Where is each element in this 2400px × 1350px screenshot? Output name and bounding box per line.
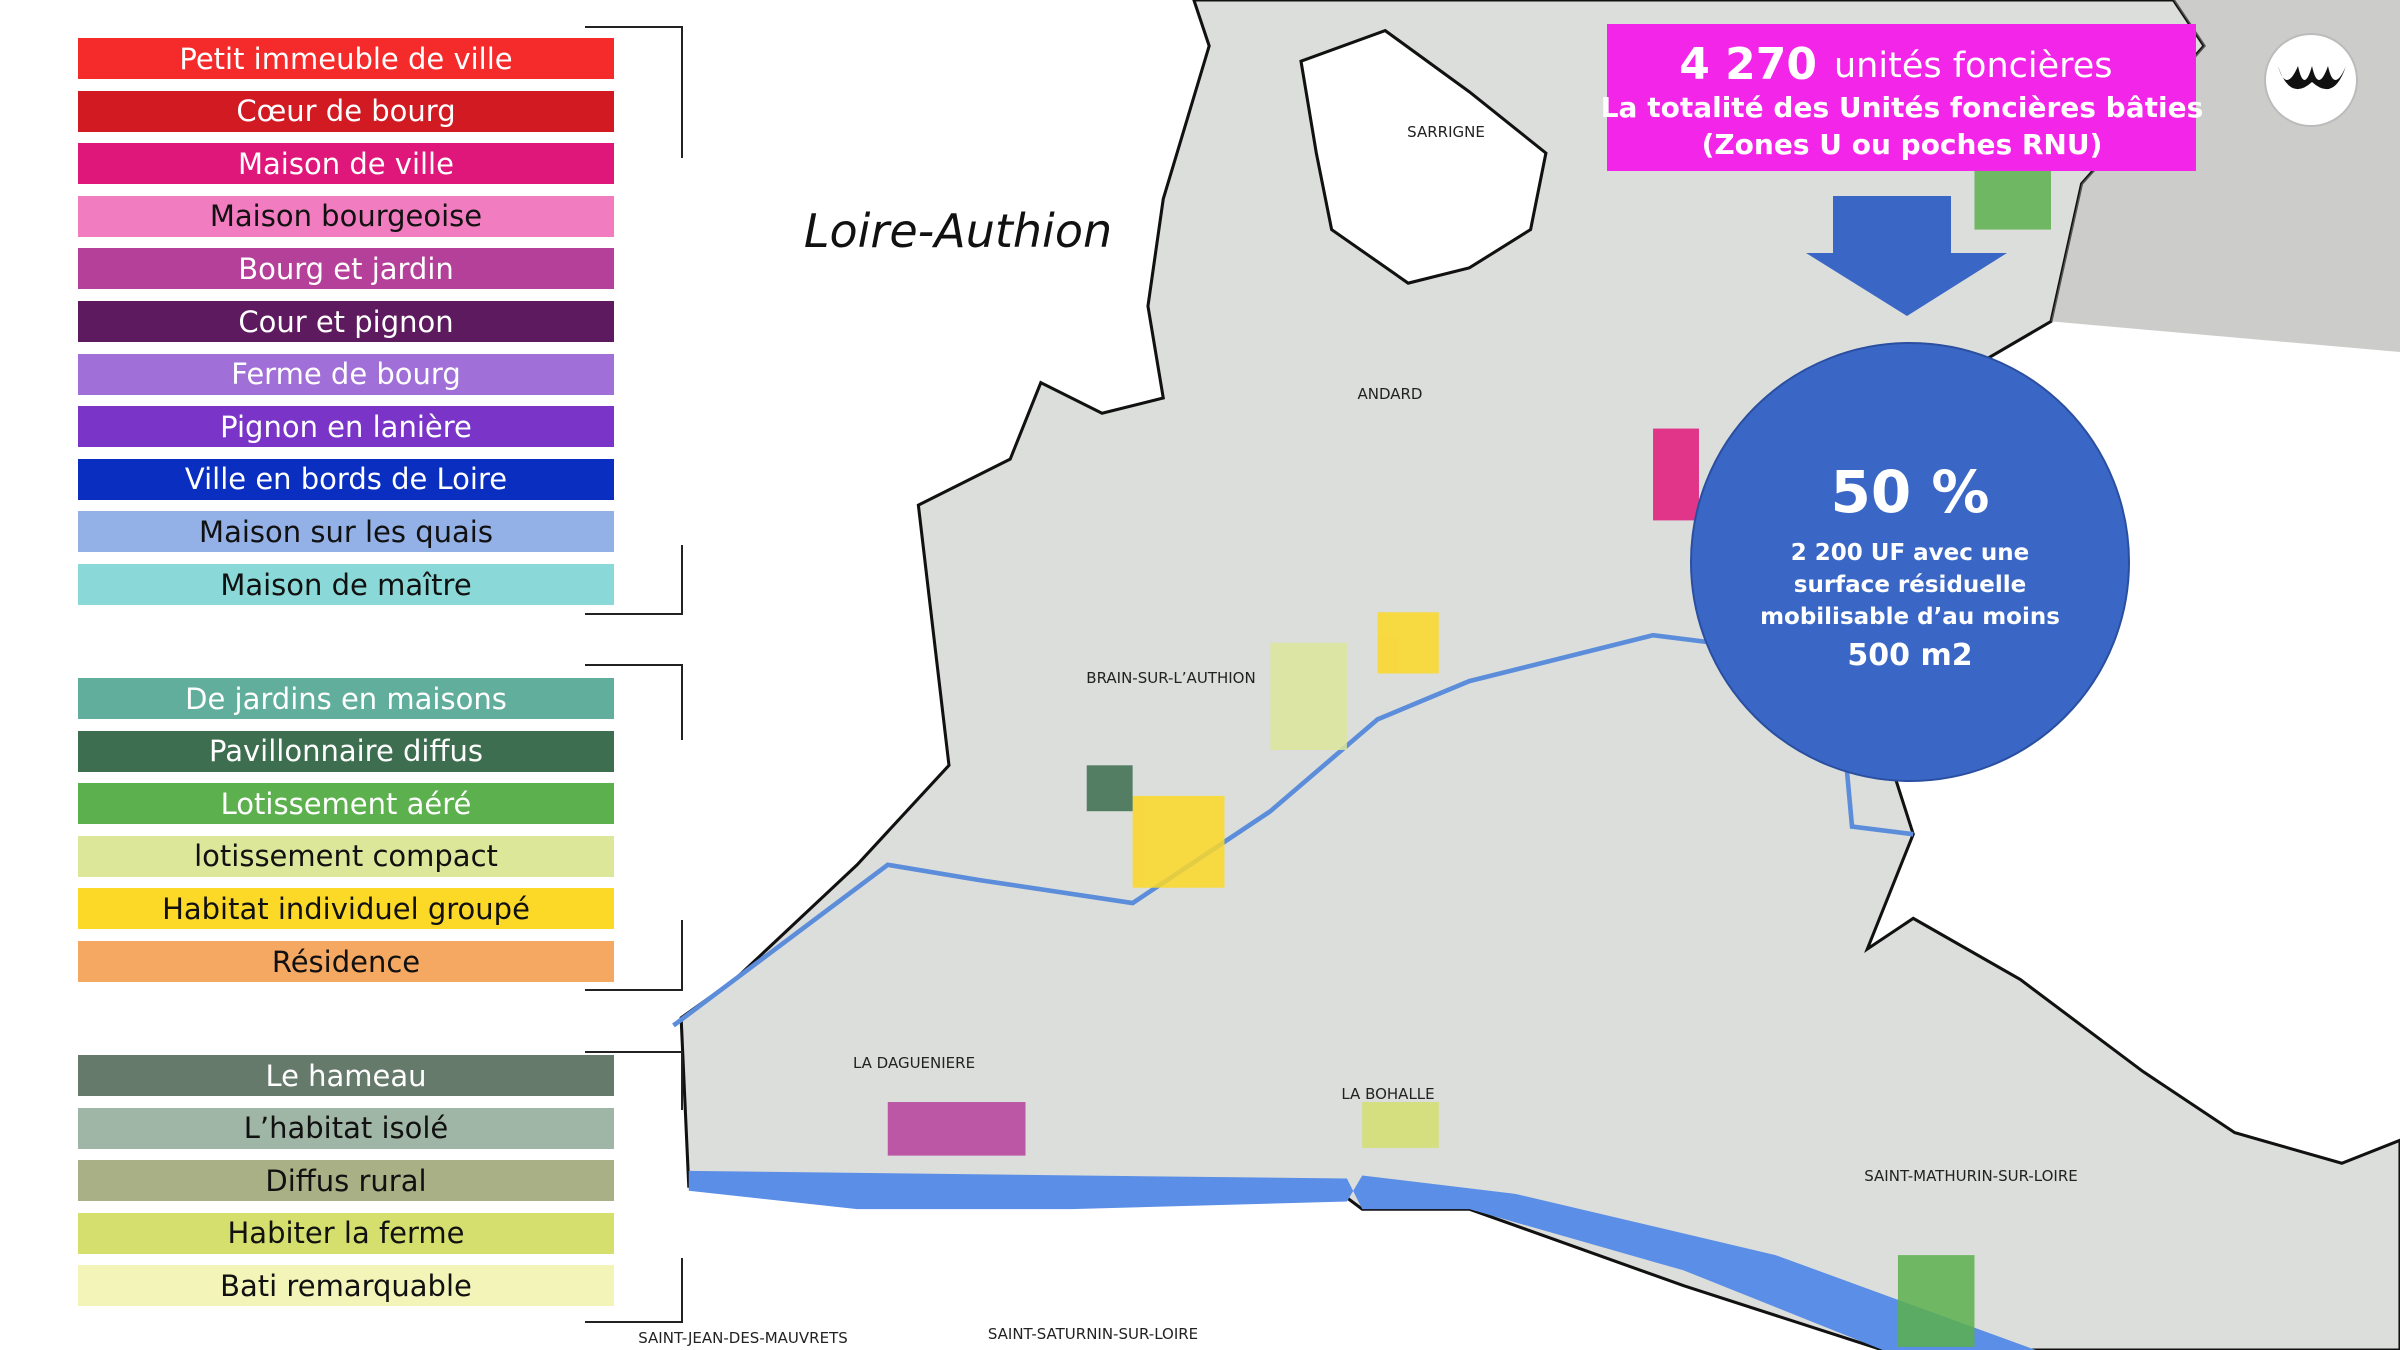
legend-item: Cœur de bourg [78, 90, 614, 132]
circle-line: mobilisable d’au moins [1760, 604, 2060, 630]
legend-item: Cour et pignon [78, 301, 614, 342]
sarrigne-area [1299, 28, 1548, 285]
circle-line: 2 200 UF avec une [1791, 540, 2030, 566]
legend-item: Petit immeuble de ville [78, 38, 614, 79]
callout-unit: unités foncières [1834, 46, 2113, 86]
outside-area [1683, 0, 2400, 353]
legend-item: Maison de maître [78, 564, 614, 605]
circle-area: 500 m2 [1847, 638, 1972, 673]
legend-item: De jardins en maisons [78, 678, 614, 719]
place-label: SAINT-JEAN-DES-MAUVRETS [638, 1329, 848, 1347]
legend-item: Lotissement aéré [78, 783, 614, 825]
legend-item: Bati remarquable [78, 1265, 614, 1307]
place-label: SAINT-MATHURIN-SUR-LOIRE [1864, 1167, 2078, 1185]
legend-item: Pavillonnaire diffus [78, 730, 614, 772]
place-label: SAINT-SATURNIN-SUR-LOIRE [988, 1325, 1198, 1343]
legend-item: Diffus rural [78, 1160, 614, 1202]
logo-mark [2278, 66, 2346, 90]
legend-item: lotissement compact [78, 835, 614, 877]
legend-item: Pignon en lanière [78, 406, 614, 448]
legend-item: L’habitat isolé [78, 1107, 614, 1149]
legend-item: Résidence [78, 941, 614, 982]
urban-patches [887, 168, 2052, 1347]
legend-item: Maison de ville [78, 143, 614, 185]
place-label: ANDARD [1357, 385, 1422, 403]
brackets [585, 26, 683, 1323]
legend-item: Maison bourgeoise [78, 195, 614, 237]
legend-item: Habiter la ferme [78, 1212, 614, 1254]
callout-line: La totalité des Unités foncières bâties [1601, 91, 2204, 124]
circle-line: surface résiduelle [1794, 572, 2027, 598]
legend-item: Ville en bords de Loire [78, 458, 614, 500]
map-graphics [672, 0, 2400, 1350]
callout-box [1607, 24, 2196, 171]
place-label: LA BOHALLE [1341, 1085, 1434, 1103]
legend-item: Maison sur les quais [78, 511, 614, 553]
callout-count: 4 270 [1679, 39, 1817, 90]
place-label: SARRIGNE [1407, 123, 1485, 141]
callout-line: (Zones U ou poches RNU) [1702, 128, 2103, 161]
place-label: LA DAGUENIERE [853, 1054, 975, 1072]
legend-item: Habitat individuel groupé [78, 888, 614, 930]
legend-item: Le hameau [78, 1055, 614, 1096]
place-label: BRAIN-SUR-L’AUTHION [1086, 669, 1255, 687]
legend-item: Ferme de bourg [78, 353, 614, 395]
stat-circle [1690, 342, 2130, 782]
circle-percent: 50 % [1830, 458, 1989, 526]
arrow [1806, 196, 2007, 316]
legend-item: Bourg et jardin [78, 248, 614, 290]
map-title: Loire-Authion [804, 204, 1112, 258]
